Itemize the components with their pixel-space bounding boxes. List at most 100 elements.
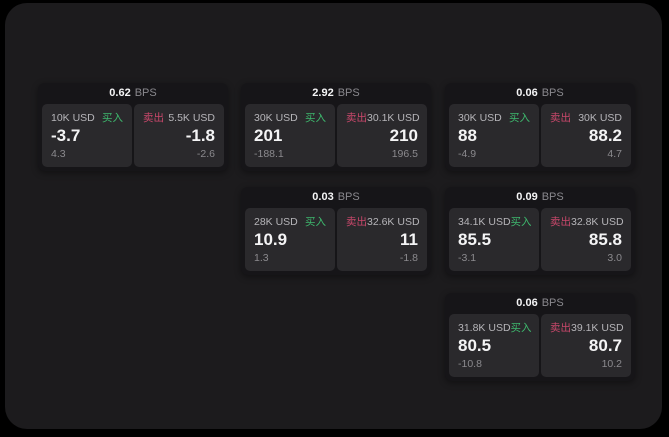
buy-change: 1.3 (254, 252, 269, 264)
buy-price: 80.5 (458, 336, 492, 355)
sell-tag: 卖出 (346, 112, 367, 124)
quote-card-body: 31.8K USD 买入 80.5 -10.8 卖出 39.1K USD 80.… (445, 314, 635, 381)
bps-unit-label: BPS (541, 87, 564, 99)
quote-card: 0.06 BPS 30K USD 买入 88 -4.9 卖出 30K USD (445, 83, 635, 171)
buy-panel[interactable]: 30K USD 买入 201 -188.1 (245, 104, 335, 167)
buy-panel-top: 31.8K USD 买入 (458, 322, 532, 334)
sell-panel[interactable]: 卖出 30K USD 88.2 4.7 (541, 104, 631, 167)
buy-panel[interactable]: 10K USD 买入 -3.7 4.3 (42, 104, 132, 167)
buy-price: 88 (458, 126, 477, 145)
buy-panel-top: 30K USD 买入 (254, 112, 326, 124)
bps-value: 0.03 (312, 191, 334, 203)
sell-tag: 卖出 (143, 112, 164, 124)
buy-notional: 34.1K USD (458, 216, 511, 228)
buy-notional: 30K USD (254, 112, 298, 124)
main-panel: 0.62 BPS 10K USD 买入 -3.7 4.3 卖出 5.5K USD (5, 3, 662, 429)
sell-notional: 39.1K USD (571, 322, 624, 334)
sell-panel[interactable]: 卖出 32.8K USD 85.8 3.0 (541, 208, 631, 271)
buy-price: 10.9 (254, 230, 288, 249)
sell-notional: 32.8K USD (571, 216, 624, 228)
sell-price: 85.8 (588, 230, 622, 249)
quote-card-body: 34.1K USD 买入 85.5 -3.1 卖出 32.8K USD 85.8… (445, 208, 635, 275)
buy-change: -10.8 (458, 358, 482, 370)
sell-price: 88.2 (588, 126, 622, 145)
sell-panel[interactable]: 卖出 5.5K USD -1.8 -2.6 (134, 104, 224, 167)
sell-panel-top: 卖出 32.8K USD (550, 216, 624, 228)
sell-panel[interactable]: 卖出 30.1K USD 210 196.5 (337, 104, 427, 167)
bps-header: 0.62 BPS (38, 83, 228, 104)
buy-price: -3.7 (51, 126, 81, 145)
bps-value: 0.06 (516, 87, 538, 99)
sell-change: 196.5 (391, 148, 418, 160)
buy-notional: 31.8K USD (458, 322, 511, 334)
sell-tag: 卖出 (550, 216, 571, 228)
buy-panel[interactable]: 34.1K USD 买入 85.5 -3.1 (449, 208, 539, 271)
buy-panel-top: 34.1K USD 买入 (458, 216, 532, 228)
sell-panel[interactable]: 卖出 32.6K USD 11 -1.8 (337, 208, 427, 271)
sell-price: 210 (389, 126, 418, 145)
sell-change: -1.8 (399, 252, 418, 264)
sell-panel-top: 卖出 30K USD (550, 112, 622, 124)
bps-value: 0.09 (516, 191, 538, 203)
sell-price: -1.8 (185, 126, 215, 145)
buy-tag: 买入 (509, 112, 530, 124)
sell-panel-top: 卖出 32.6K USD (346, 216, 420, 228)
bps-header: 2.92 BPS (241, 83, 431, 104)
sell-panel-top: 卖出 39.1K USD (550, 322, 624, 334)
quote-card-body: 28K USD 买入 10.9 1.3 卖出 32.6K USD 11 -1.8 (241, 208, 431, 275)
buy-notional: 30K USD (458, 112, 502, 124)
quote-card: 0.62 BPS 10K USD 买入 -3.7 4.3 卖出 5.5K USD (38, 83, 228, 171)
bps-value: 2.92 (312, 87, 334, 99)
bps-unit-label: BPS (134, 87, 157, 99)
quote-card: 0.06 BPS 31.8K USD 买入 80.5 -10.8 卖出 39.1… (445, 293, 635, 381)
bps-value: 0.62 (109, 87, 131, 99)
sell-panel-top: 卖出 5.5K USD (143, 112, 215, 124)
buy-tag: 买入 (305, 216, 326, 228)
buy-notional: 10K USD (51, 112, 95, 124)
buy-change: -188.1 (254, 148, 284, 160)
quote-card-body: 30K USD 买入 201 -188.1 卖出 30.1K USD 210 1… (241, 104, 431, 171)
sell-notional: 32.6K USD (367, 216, 420, 228)
buy-panel-top: 10K USD 买入 (51, 112, 123, 124)
quote-card: 2.92 BPS 30K USD 买入 201 -188.1 卖出 30.1K … (241, 83, 431, 171)
sell-change: 10.2 (601, 358, 622, 370)
bps-unit-label: BPS (541, 191, 564, 203)
buy-tag: 买入 (510, 216, 532, 228)
buy-panel[interactable]: 30K USD 买入 88 -4.9 (449, 104, 539, 167)
buy-price: 201 (254, 126, 283, 145)
sell-panel[interactable]: 卖出 39.1K USD 80.7 10.2 (541, 314, 631, 377)
sell-tag: 卖出 (346, 216, 367, 228)
quote-card: 0.09 BPS 34.1K USD 买入 85.5 -3.1 卖出 32.8K… (445, 187, 635, 275)
sell-price: 11 (400, 230, 418, 249)
buy-change: 4.3 (51, 148, 66, 160)
buy-panel-top: 28K USD 买入 (254, 216, 326, 228)
quote-card-body: 10K USD 买入 -3.7 4.3 卖出 5.5K USD -1.8 -2.… (38, 104, 228, 171)
bps-unit-label: BPS (541, 297, 564, 309)
sell-notional: 5.5K USD (168, 112, 215, 124)
sell-tag: 卖出 (550, 322, 571, 334)
sell-notional: 30K USD (578, 112, 622, 124)
bps-header: 0.06 BPS (445, 83, 635, 104)
buy-panel-top: 30K USD 买入 (458, 112, 530, 124)
sell-change: 4.7 (607, 148, 622, 160)
buy-change: -3.1 (458, 252, 477, 264)
buy-panel[interactable]: 28K USD 买入 10.9 1.3 (245, 208, 335, 271)
sell-change: -2.6 (196, 148, 215, 160)
bps-value: 0.06 (516, 297, 538, 309)
buy-price: 85.5 (458, 230, 492, 249)
quote-card-body: 30K USD 买入 88 -4.9 卖出 30K USD 88.2 4.7 (445, 104, 635, 171)
bps-header: 0.06 BPS (445, 293, 635, 314)
sell-change: 3.0 (607, 252, 622, 264)
sell-price: 80.7 (588, 336, 622, 355)
buy-panel[interactable]: 31.8K USD 买入 80.5 -10.8 (449, 314, 539, 377)
bps-header: 0.09 BPS (445, 187, 635, 208)
sell-notional: 30.1K USD (367, 112, 420, 124)
bps-unit-label: BPS (337, 191, 360, 203)
sell-tag: 卖出 (550, 112, 571, 124)
buy-tag: 买入 (102, 112, 123, 124)
buy-tag: 买入 (305, 112, 326, 124)
buy-change: -4.9 (458, 148, 477, 160)
buy-tag: 买入 (510, 322, 532, 334)
buy-notional: 28K USD (254, 216, 298, 228)
